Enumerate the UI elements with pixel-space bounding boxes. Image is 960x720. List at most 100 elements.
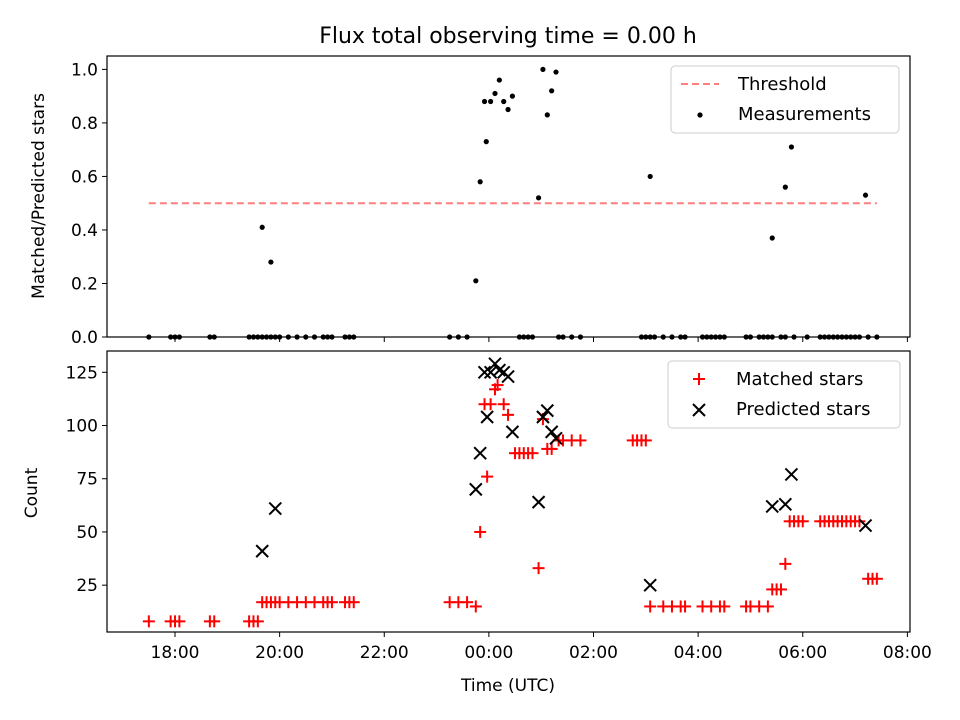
predicted-star-point [473,446,487,460]
measurement-point [447,334,453,340]
measurement-point [509,93,516,99]
measurement-point [856,334,863,340]
x-tick-label: 00:00 [464,643,513,663]
measurement-point [259,224,265,230]
measurement-point [544,112,550,118]
matched-star-point [718,600,731,613]
measurement-point [207,334,213,340]
measurement-point [272,334,278,340]
measurement-point [647,334,653,340]
predicted-star-point [765,499,779,514]
legend-measurements-label: Measurements [738,104,871,125]
measurement-point [346,334,352,340]
legend-predicted-label: Predicted stars [736,399,870,420]
matched-star-point [870,572,883,585]
top-panel: 0.0 0.2 0.4 0.6 0.8 1.0 Matched/Predicted sta… [29,55,911,348]
measurement-point [525,334,531,340]
measurement-point [817,334,823,340]
measurement-point [521,334,527,340]
matched-star-point [532,562,545,575]
legend-threshold-label: Threshold [737,74,827,95]
matched-star-point [484,398,497,411]
measurement-point [699,334,706,340]
measurement-point [769,235,775,241]
matched-star-point [639,434,652,447]
top-y-tick-label: 0.0 [71,328,98,348]
measurement-point [516,334,522,340]
bottom-plot-frame [106,350,911,633]
measurement-point [678,334,684,340]
x-tick-label: 04:00 [674,643,723,663]
legend-predicted-swatch [692,403,706,417]
measurement-point [577,334,584,340]
top-y-axis: 0.0 0.2 0.4 0.6 0.8 1.0 [71,60,107,348]
x-tick-label: 20:00 [255,643,304,663]
measurement-point [285,334,291,340]
x-tick-label: 18:00 [151,643,200,663]
measurement-point [638,334,645,340]
measurement-point [804,334,810,340]
predicted-star-point [255,544,269,558]
matched-star-point [644,600,657,613]
bottom-y-axis-label: Count [22,467,42,518]
measurement-point [549,88,555,94]
measurement-point [303,334,309,340]
measurement-point [483,139,489,145]
matched-star-point [347,596,360,609]
measurement-point [488,98,494,105]
measurement-point [501,98,507,105]
measurement-point [540,66,546,72]
measurement-point [455,334,461,340]
x-tick-label: 02:00 [569,643,618,663]
measurement-point [826,334,832,340]
measurement-point [743,334,749,340]
bottom-y-tick-label: 50 [76,523,98,543]
measurement-point [324,334,331,340]
matched-star-point [173,615,186,628]
measurement-point [660,334,666,340]
top-x-axis [174,337,908,342]
measurement-point [862,192,869,198]
matched-star-point [853,515,866,528]
measurement-point [342,334,348,340]
predicted-star-point [540,403,555,418]
measurement-point [704,334,710,340]
bottom-y-axis: 25 50 75 100 125 [66,363,107,596]
measurement-point [839,334,845,340]
measurement-point [782,184,788,190]
matched-star-point [142,615,155,628]
measurement-point [830,334,836,340]
measurement-point [496,77,502,83]
measurement-point [756,334,762,340]
bottom-y-tick-label: 25 [76,576,98,596]
measurement-point [643,334,649,340]
measurement-point [782,334,788,340]
measurement-point [747,334,754,340]
predicted-star-point [469,482,483,497]
measurement-point [250,334,257,340]
top-marks [146,66,880,340]
measurement-point [651,334,658,340]
measurement-point [473,278,479,284]
measurement-point [721,334,727,340]
matched-star-point [774,583,787,596]
bottom-marks [142,357,883,628]
bottom-legend-box [667,360,901,429]
top-y-tick-label: 0.4 [71,221,98,241]
measurement-point [712,334,719,340]
x-tick-label: 22:00 [360,643,409,663]
matched-star-point [474,525,487,538]
measurement-point [788,144,795,150]
predicted-star-point [549,431,563,445]
measurement-point [259,334,265,340]
measurement-point [843,334,849,340]
measurement-point [246,334,252,340]
measurement-point [320,334,326,340]
matched-star-point [679,600,692,613]
chart-title: Flux total observing time = 0.00 h [319,24,697,49]
x-tick-label: 08:00 [883,643,932,663]
matched-star-point [545,442,558,455]
measurement-point [294,334,300,340]
matched-star-point [481,470,494,483]
